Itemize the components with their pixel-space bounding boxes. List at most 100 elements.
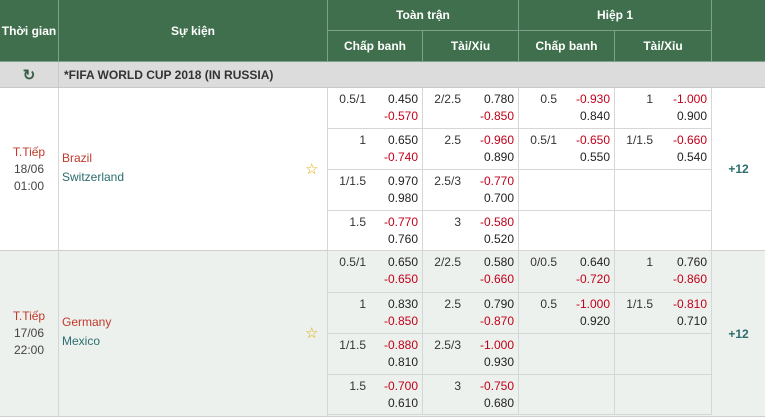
odds-value[interactable]: 0.580 xyxy=(483,255,514,269)
odds-line: 1 xyxy=(646,92,653,106)
odds-value[interactable]: -0.870 xyxy=(479,314,514,328)
half-handicap-odds-cell: 0.5 -1.000 0.920 xyxy=(519,293,615,333)
odds-value[interactable]: -0.660 xyxy=(672,133,707,147)
odds-value[interactable]: 0.980 xyxy=(387,191,418,205)
half-handicap-odds-cell: 0.5 -0.930 0.840 xyxy=(519,88,615,128)
odds-value[interactable]: 0.610 xyxy=(387,396,418,410)
odds-line: 3 xyxy=(454,215,461,229)
odds-row: 1.5 -0.700 0.610 3 -0.750 0.680 xyxy=(328,375,712,415)
odds-value[interactable]: 0.830 xyxy=(387,297,418,311)
odds-value[interactable]: 0.810 xyxy=(387,355,418,369)
odds-value[interactable]: 0.710 xyxy=(676,314,707,328)
half-overunder-odds-cell xyxy=(615,375,712,414)
odds-value[interactable]: -0.770 xyxy=(383,215,418,229)
away-team[interactable]: Mexico xyxy=(62,334,101,348)
match-clock: 22:00 xyxy=(13,343,45,357)
half-overunder-odds-cell: 1/1.5 -0.810 0.710 xyxy=(615,293,712,333)
odds-value[interactable]: 0.920 xyxy=(579,314,610,328)
half-overunder-odds-cell: 1/1.5 -0.660 0.540 xyxy=(615,129,712,169)
odds-value[interactable]: -0.700 xyxy=(383,379,418,393)
odds-value[interactable]: 0.640 xyxy=(579,255,610,269)
odds-line: 1/1.5 xyxy=(626,297,653,311)
odds-value[interactable]: -0.930 xyxy=(575,92,610,106)
refresh-icon[interactable]: ↻ xyxy=(0,62,59,88)
odds-value[interactable]: -0.850 xyxy=(383,314,418,328)
odds-value[interactable]: 0.650 xyxy=(387,133,418,147)
more-bets-link[interactable]: +12 xyxy=(728,162,749,176)
odds-value[interactable]: 0.780 xyxy=(483,92,514,106)
odds-line: 0.5 xyxy=(540,92,557,106)
odds-line: 0.5/1 xyxy=(530,133,557,147)
odds-row: 1.5 -0.770 0.760 3 -0.580 0.520 xyxy=(328,211,712,251)
odds-value[interactable]: 0.550 xyxy=(579,150,610,164)
home-team[interactable]: Brazil xyxy=(62,151,93,165)
half-handicap-odds-cell xyxy=(519,334,615,374)
odds-value[interactable]: -0.750 xyxy=(479,379,514,393)
odds-value[interactable]: 0.450 xyxy=(387,92,418,106)
half-overunder-odds-cell xyxy=(615,170,712,210)
half-handicap-odds-cell: 0.5/1 -0.650 0.550 xyxy=(519,129,615,169)
odds-value[interactable]: -0.810 xyxy=(672,297,707,311)
odds-line: 1/1.5 xyxy=(626,133,653,147)
match-clock: 01:00 xyxy=(13,178,45,193)
odds-value[interactable]: -1.000 xyxy=(575,297,610,311)
odds-value[interactable]: -0.580 xyxy=(479,215,514,229)
odds-value[interactable]: -0.960 xyxy=(479,133,514,147)
odds-value[interactable]: 0.970 xyxy=(387,174,418,188)
odds-line: 0/0.5 xyxy=(530,255,557,269)
odds-line: 1 xyxy=(646,255,653,269)
odds-value[interactable]: -0.650 xyxy=(575,133,610,147)
half-overunder-odds-cell xyxy=(615,334,712,374)
home-team[interactable]: Germany xyxy=(62,315,112,329)
half-handicap-odds-cell xyxy=(519,211,615,250)
handicap-odds-cell: 1 0.650 -0.740 xyxy=(328,129,423,169)
odds-value[interactable]: -0.650 xyxy=(383,272,418,286)
overunder-odds-cell: 2.5 -0.960 0.890 xyxy=(423,129,519,169)
match-time: T.Tiếp 17/06 22:00 xyxy=(0,251,59,416)
odds-value[interactable]: -0.660 xyxy=(479,272,514,286)
odds-value[interactable]: 0.700 xyxy=(483,191,514,205)
odds-row: 0.5/1 0.650 -0.650 2/2.5 0.580 -0.660 0/0.5 0.6… xyxy=(328,251,712,293)
odds-value[interactable]: -0.570 xyxy=(383,109,418,123)
odds-line: 3 xyxy=(454,379,461,393)
match-status: T.Tiếp xyxy=(12,309,46,323)
favorite-star-icon[interactable]: ☆ xyxy=(305,161,319,178)
odds-line: 0.5/1 xyxy=(339,255,366,269)
odds-value[interactable]: -0.880 xyxy=(383,338,418,352)
odds-value[interactable]: -0.740 xyxy=(383,150,418,164)
half-overunder-odds-cell: 1 0.760 -0.860 xyxy=(615,251,712,292)
odds-value[interactable]: 0.930 xyxy=(483,355,514,369)
odds-line: 2.5 xyxy=(444,297,461,311)
handicap-odds-cell: 1/1.5 -0.880 0.810 xyxy=(328,334,423,374)
odds-value[interactable]: 0.840 xyxy=(579,109,610,123)
odds-value[interactable]: -0.770 xyxy=(479,174,514,188)
away-team[interactable]: Switzerland xyxy=(62,170,125,184)
odds-line: 0.5 xyxy=(540,297,557,311)
header-extra xyxy=(712,0,765,62)
favorite-star-icon[interactable]: ☆ xyxy=(305,325,319,342)
odds-row: 1 0.650 -0.740 2.5 -0.960 0.890 0.5/1 -0.650 0.5… xyxy=(328,129,712,170)
odds-value[interactable]: 0.890 xyxy=(483,150,514,164)
overunder-odds-cell: 3 -0.580 0.520 xyxy=(423,211,519,250)
overunder-odds-cell: 2.5/3 -1.000 0.930 xyxy=(423,334,519,374)
odds-value[interactable]: -1.000 xyxy=(479,338,514,352)
odds-value[interactable]: -0.720 xyxy=(575,272,610,286)
odds-value[interactable]: 0.760 xyxy=(676,255,707,269)
odds-value[interactable]: 0.790 xyxy=(483,297,514,311)
header-full-match: Toàn trận xyxy=(328,0,519,31)
odds-value[interactable]: 0.540 xyxy=(676,150,707,164)
odds-value[interactable]: 0.650 xyxy=(387,255,418,269)
odds-value[interactable]: 0.900 xyxy=(676,109,707,123)
header-half-overunder: Tài/Xỉu xyxy=(615,31,712,62)
odds-row: 1/1.5 -0.880 0.810 2.5/3 -1.000 0.930 xyxy=(328,334,712,375)
odds-value[interactable]: -0.860 xyxy=(672,272,707,286)
odds-line: 2.5/3 xyxy=(434,174,461,188)
more-bets-link[interactable]: +12 xyxy=(728,326,749,341)
league-name: *FIFA WORLD CUP 2018 (IN RUSSIA) xyxy=(64,68,274,82)
odds-value[interactable]: 0.760 xyxy=(387,232,418,246)
odds-value[interactable]: -0.850 xyxy=(479,109,514,123)
odds-value[interactable]: -1.000 xyxy=(672,92,707,106)
odds-value[interactable]: 0.520 xyxy=(483,232,514,246)
odds-value[interactable]: 0.680 xyxy=(483,396,514,410)
